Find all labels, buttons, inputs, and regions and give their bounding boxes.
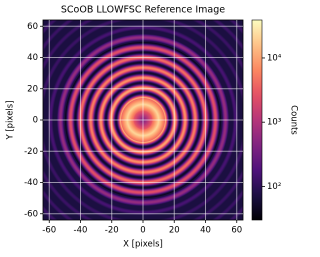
y-tick-label: 60 bbox=[27, 22, 38, 32]
x-tick-label: -20 bbox=[105, 226, 119, 236]
y-axis-label: Y [pixels] bbox=[6, 100, 16, 140]
y-tick-label: 40 bbox=[27, 53, 38, 63]
y-tick-label: 0 bbox=[33, 116, 38, 126]
colorbar-tick-label: 10⁴ bbox=[267, 53, 282, 63]
x-tick-label: -60 bbox=[42, 226, 56, 236]
colorbar-tick-label: 10³ bbox=[267, 118, 281, 128]
chart-title: SCoOB LLOWFSC Reference Image bbox=[61, 5, 225, 16]
y-tick-label: -20 bbox=[24, 147, 38, 157]
y-tick-label: -40 bbox=[24, 178, 38, 188]
x-tick-label: 60 bbox=[231, 226, 242, 236]
x-tick-label: 0 bbox=[140, 226, 145, 236]
x-tick-label: 40 bbox=[200, 226, 211, 236]
colorbar-tick-label: 10² bbox=[267, 182, 281, 192]
colorbar-label: Counts bbox=[289, 105, 299, 135]
x-tick-label: -40 bbox=[74, 226, 88, 236]
x-tick-label: 20 bbox=[169, 226, 180, 236]
colorbar bbox=[251, 19, 263, 221]
x-axis-label: X [pixels] bbox=[123, 240, 163, 250]
y-tick-label: -60 bbox=[24, 209, 38, 219]
chart: SCoOB LLOWFSC Reference Image X [pixels]… bbox=[6, 5, 299, 250]
y-tick-label: 20 bbox=[27, 84, 38, 94]
